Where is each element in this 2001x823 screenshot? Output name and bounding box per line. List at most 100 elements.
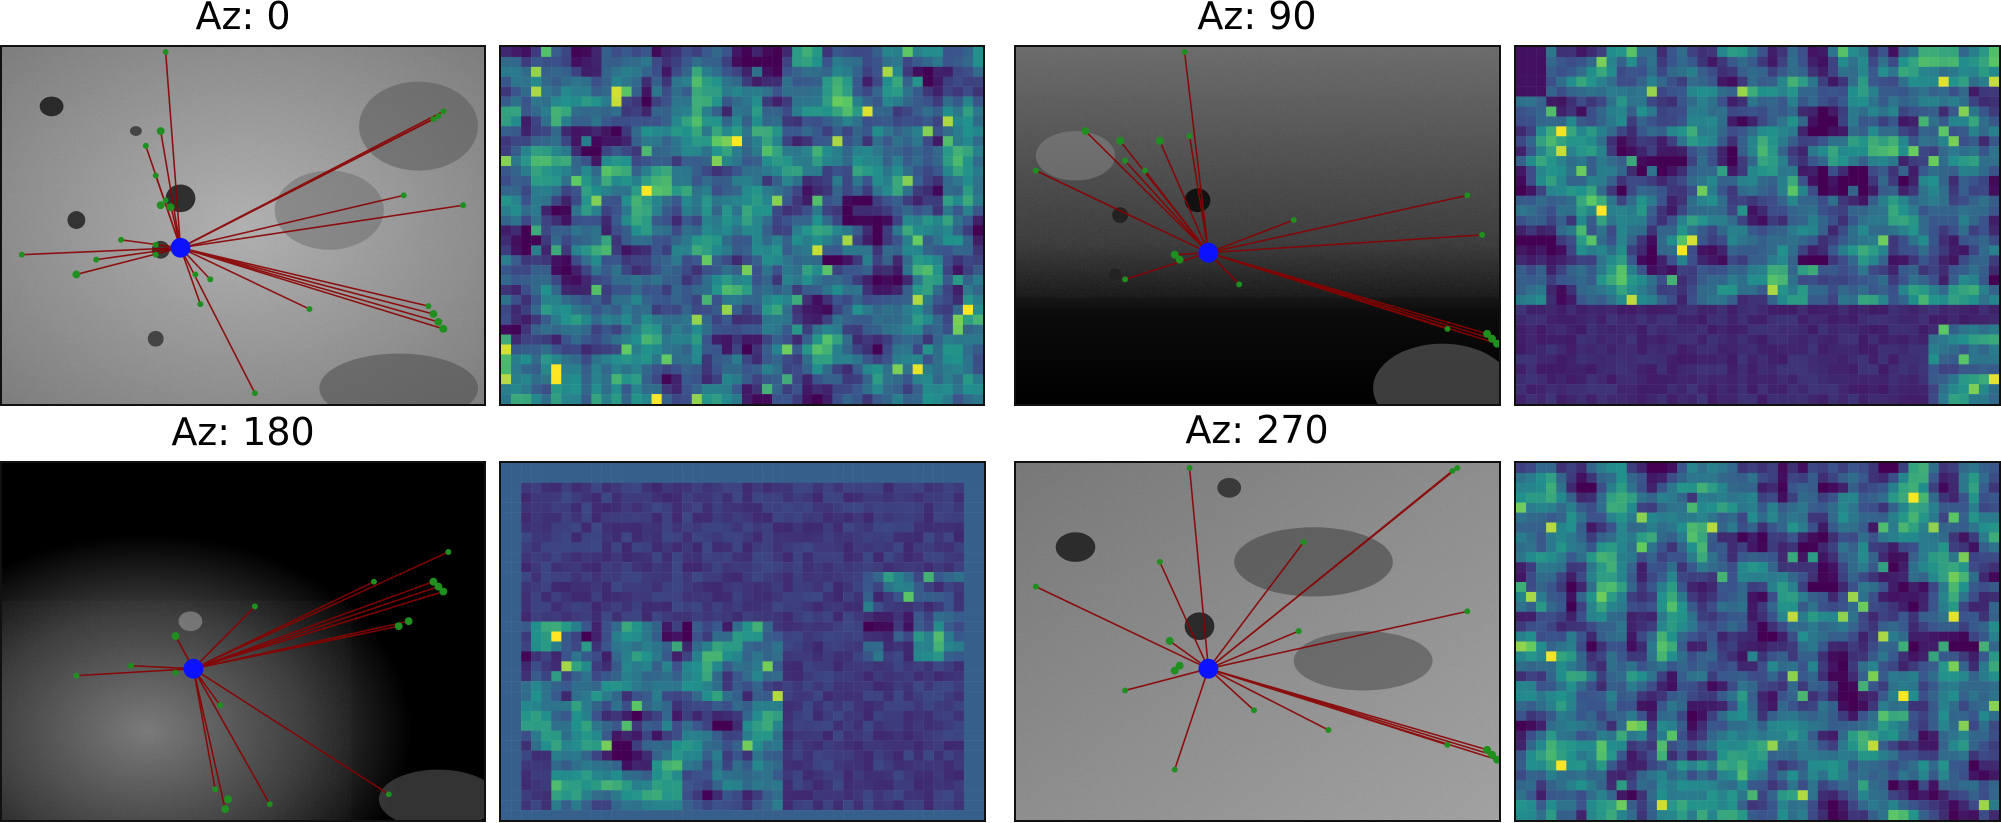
- heatmap-cell: [721, 374, 733, 385]
- heatmap-cell: [571, 116, 582, 127]
- heatmap-cell: [933, 710, 944, 722]
- heatmap-cell: [1596, 374, 1607, 385]
- heatmap-cell: [711, 314, 723, 325]
- heatmap-cell: [903, 750, 914, 761]
- heatmap-cell: [902, 304, 913, 315]
- heatmap-cell: [601, 611, 612, 622]
- heatmap-cell: [732, 611, 743, 622]
- heatmap-cell: [843, 691, 854, 702]
- heatmap-cell: [1958, 324, 1970, 335]
- heatmap-cell: [792, 621, 804, 632]
- heatmap-cell: [722, 542, 733, 553]
- heatmap-cell: [752, 86, 763, 97]
- heatmap-cell: [953, 502, 965, 513]
- heatmap-cell: [521, 225, 532, 236]
- heatmap-cell: [731, 175, 743, 187]
- heatmap-cell: [1626, 116, 1637, 127]
- heatmap-cell: [1787, 116, 1798, 127]
- heatmap-cell: [1646, 354, 1658, 365]
- heatmap-cell: [681, 245, 692, 256]
- heatmap-cell: [691, 215, 703, 226]
- heatmap-cell: [812, 532, 824, 543]
- heatmap-cell: [882, 175, 893, 187]
- heatmap-cell: [651, 532, 663, 543]
- heatmap-cell: [571, 621, 582, 632]
- heatmap-cell: [1747, 136, 1758, 147]
- heatmap-cell: [833, 472, 844, 484]
- heatmap-cell: [601, 532, 612, 543]
- heatmap-cell: [731, 245, 743, 256]
- heatmap-cell: [621, 552, 633, 563]
- heatmap-cell: [641, 651, 653, 662]
- heatmap-cell: [561, 86, 572, 97]
- heatmap-cell: [621, 334, 632, 345]
- heatmap-cell: [1636, 205, 1648, 216]
- heatmap-cell: [681, 56, 692, 68]
- heatmap-cell: [541, 225, 552, 236]
- heatmap-cell: [1646, 304, 1658, 315]
- heatmap-cell: [893, 572, 904, 583]
- heatmap-cell: [722, 562, 733, 573]
- heatmap-cell: [692, 760, 703, 771]
- heatmap-cell: [521, 166, 532, 177]
- heatmap-cell: [782, 522, 794, 533]
- heatmap-cell: [1918, 374, 1929, 385]
- heatmap-cell: [742, 661, 753, 672]
- heatmap-cell: [972, 156, 983, 167]
- heatmap-cell: [922, 146, 933, 157]
- heatmap-cell: [853, 631, 864, 642]
- heatmap-cell: [782, 314, 793, 325]
- heatmap-cell: [952, 314, 964, 325]
- heatmap-cell: [1516, 195, 1527, 206]
- heatmap-cell: [721, 215, 733, 226]
- heatmap-cell: [1848, 304, 1859, 315]
- heatmap-cell: [903, 681, 914, 692]
- heatmap-cell: [1777, 96, 1788, 107]
- heatmap-cell: [1697, 86, 1708, 97]
- lunar-image-az-180: [0, 461, 486, 822]
- heatmap-cell: [762, 275, 773, 286]
- heatmap-cell: [792, 611, 804, 622]
- heatmap-cell: [752, 225, 763, 236]
- heatmap-cell: [772, 324, 783, 335]
- heatmap-cell: [1707, 56, 1718, 68]
- heatmap-cell: [662, 641, 673, 652]
- heatmap-cell: [551, 760, 562, 771]
- heatmap-cell: [772, 532, 783, 543]
- heatmap-cell: [823, 621, 834, 632]
- heatmap-cell: [903, 572, 914, 583]
- heatmap-cell: [611, 671, 622, 682]
- heatmap-cell: [1717, 255, 1728, 266]
- heatmap-cell: [501, 245, 512, 256]
- heatmap-cell: [1858, 245, 1869, 256]
- heatmap-cell: [1878, 175, 1889, 187]
- heatmap-cell: [942, 126, 954, 137]
- heatmap-cell: [712, 552, 723, 563]
- heatmap-cell: [621, 502, 633, 513]
- heatmap-cell: [721, 265, 733, 276]
- heatmap-cell: [1777, 126, 1788, 137]
- heatmap-cell: [1807, 334, 1819, 345]
- heatmap-cell: [1666, 354, 1678, 365]
- heatmap-cell: [541, 314, 552, 325]
- heatmap-cell: [1908, 354, 1919, 365]
- heatmap-cell: [842, 364, 853, 375]
- heatmap-cell: [923, 701, 934, 712]
- heatmap-cell: [1858, 166, 1869, 177]
- heatmap-cell: [1827, 215, 1839, 226]
- heatmap-cell: [872, 86, 883, 97]
- heatmap-cell: [1596, 384, 1607, 395]
- heatmap-cell: [762, 146, 773, 157]
- heatmap-cell: [1707, 364, 1718, 375]
- heatmap-cell: [1586, 235, 1597, 246]
- heatmap-cell: [521, 116, 532, 127]
- heatmap-cell: [1636, 156, 1648, 167]
- heatmap-cell: [511, 86, 522, 97]
- heatmap-cell: [952, 255, 964, 266]
- heatmap-cell: [722, 582, 733, 593]
- heatmap-cell: [682, 562, 693, 573]
- heatmap-cell: [1858, 66, 1869, 77]
- heatmap-cell: [531, 463, 542, 474]
- heatmap-cell: [571, 562, 582, 573]
- heatmap-cell: [872, 136, 883, 147]
